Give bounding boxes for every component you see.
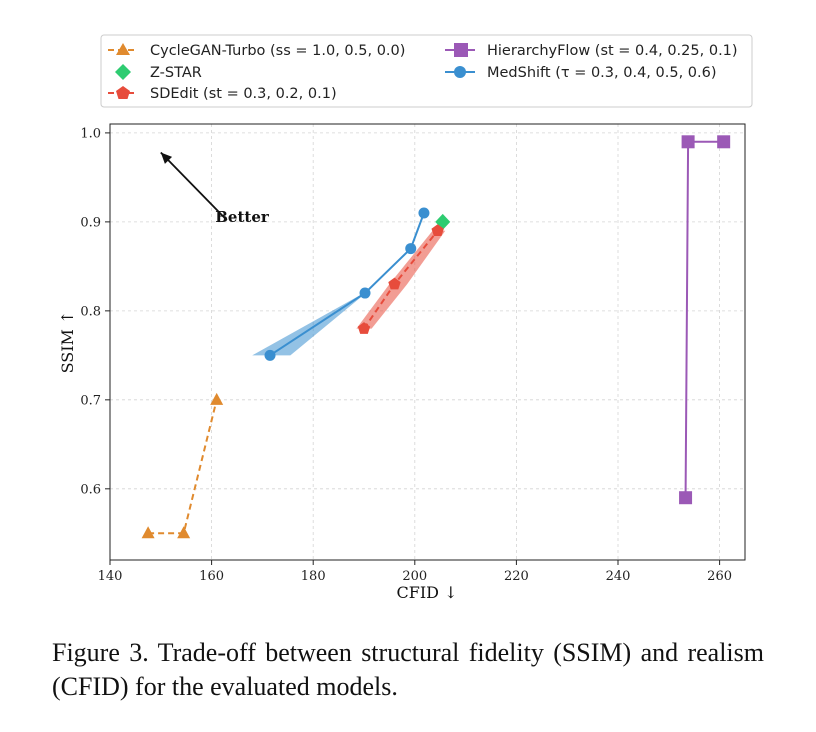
legend-item-medshift: MedShift (τ = 0.3, 0.4, 0.5, 0.6) [445, 65, 717, 81]
legend-box [100, 34, 753, 108]
circle-marker [359, 287, 371, 299]
figure-caption: Figure 3. Trade-off between structural f… [52, 638, 764, 701]
triangle-marker [141, 526, 155, 539]
series-line [684, 140, 724, 498]
y-tick-label: 0.7 [80, 393, 101, 408]
x-tick-label: 160 [199, 569, 224, 584]
arrow-head-icon [160, 152, 173, 164]
circle-marker [405, 243, 417, 255]
axis-ticks: 140 160 180 200 220 240 260 0.6 0.7 0.8 0.9 1.0 [80, 126, 732, 584]
diamond-marker-icon [115, 64, 131, 80]
y-tick-label: 1.0 [80, 126, 101, 141]
circle-marker [418, 207, 430, 219]
square-marker [717, 135, 731, 149]
grid [109, 124, 745, 560]
pentagon-marker-icon [116, 86, 130, 99]
plot-frame [109, 123, 746, 561]
square-marker [679, 491, 693, 505]
pentagon-marker [431, 224, 444, 237]
x-tick-label: 200 [402, 569, 427, 584]
y-tick-label: 0.6 [80, 482, 101, 497]
x-tick-label: 220 [504, 569, 529, 584]
pentagon-marker [357, 322, 371, 334]
legend-item-cyclegan: CycleGAN-Turbo (ss = 1.0, 0.5, 0.0) [108, 43, 405, 59]
chart-figure: CycleGAN-Turbo (ss = 1.0, 0.5, 0.0) Z-ST… [58, 34, 753, 602]
y-tick-label: 0.9 [80, 215, 101, 230]
series-markers [141, 135, 731, 539]
legend-item-hierarchyflow: HierarchyFlow (st = 0.4, 0.25, 0.1) [445, 43, 738, 59]
legend-item-sdedit: SDEdit (st = 0.3, 0.2, 0.1) [108, 86, 337, 102]
y-tick-label: 0.8 [80, 304, 101, 319]
better-label: Better [215, 208, 270, 226]
legend-label: MedShift (τ = 0.3, 0.4, 0.5, 0.6) [487, 65, 717, 81]
x-tick-label: 180 [301, 569, 326, 584]
square-marker [681, 135, 695, 149]
better-annotation: Better [160, 151, 270, 226]
series-line [148, 399, 218, 535]
legend: CycleGAN-Turbo (ss = 1.0, 0.5, 0.0) Z-ST… [100, 34, 753, 108]
legend-label: CycleGAN-Turbo (ss = 1.0, 0.5, 0.0) [150, 43, 405, 59]
y-axis-label: SSIM ↑ [58, 311, 77, 374]
legend-item-zstar: Z-STAR [115, 64, 202, 81]
circle-marker [264, 349, 276, 361]
square-marker-icon [454, 43, 468, 57]
circle-marker-icon [454, 66, 466, 78]
uncertainty-band [356, 230, 446, 329]
better-arrow-line [160, 151, 228, 221]
triangle-marker [177, 526, 191, 539]
x-tick-label: 260 [707, 569, 732, 584]
legend-label: Z-STAR [150, 65, 202, 81]
triangle-marker [210, 392, 224, 405]
legend-label: SDEdit (st = 0.3, 0.2, 0.1) [150, 86, 337, 102]
triangle-marker-icon [116, 43, 130, 55]
x-tick-label: 240 [606, 569, 631, 584]
x-tick-label: 140 [98, 569, 123, 584]
pentagon-marker [388, 277, 401, 290]
x-axis-label: CFID ↓ [397, 583, 458, 602]
uncertainty-bands [252, 212, 446, 356]
legend-label: HierarchyFlow (st = 0.4, 0.25, 0.1) [487, 43, 738, 59]
series-line [269, 212, 425, 357]
series-lines [148, 140, 724, 535]
